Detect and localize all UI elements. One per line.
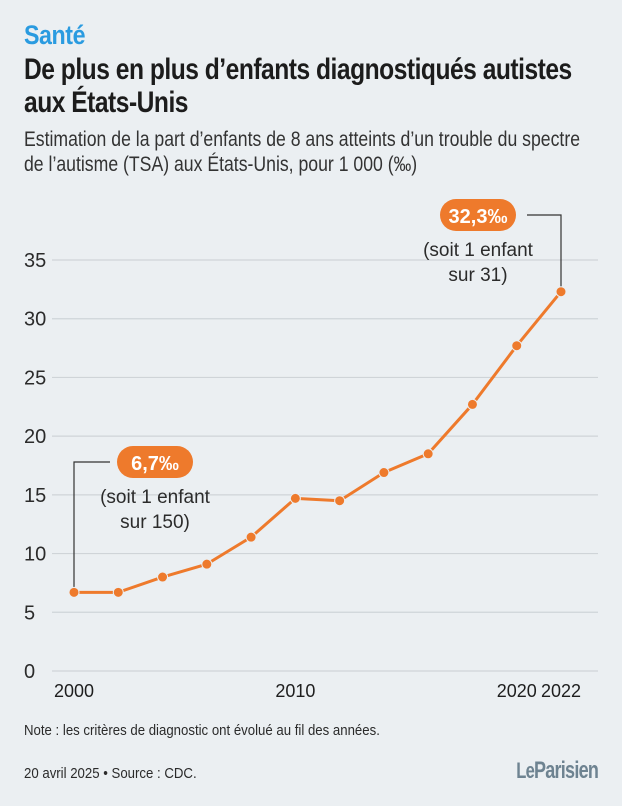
chart-title-line-1: De plus en plus d’enfants diagnostiqués … [24,53,572,86]
logo-parisien: Parisien [533,757,599,784]
y-tick-label-0: 0 [24,661,35,683]
y-tick-label-15: 15 [24,485,46,507]
logo-le: Le [516,758,535,783]
x-tick-label-2000: 2000 [54,681,94,701]
chart-title-line-2: aux États-Unis [24,86,188,119]
data-point-2004 [157,571,169,583]
y-tick-label-5: 5 [24,602,35,624]
data-series [68,286,567,598]
annotation-text-line1-2022: (soit 1 enfant [423,240,534,261]
data-point-2018 [466,398,478,410]
le-parisien-logo: LeParisien [516,757,599,785]
y-tick-label-20: 20 [24,426,46,448]
y-axis-ticks: 0 5 10 15 20 25 30 35 [24,250,46,683]
section-kicker: Santé [24,20,86,50]
annotation-value-2022: 32,3‰ [449,206,508,228]
annotation-text-line2-2022: sur 31) [448,265,507,286]
gridlines [52,259,598,672]
annotation-text-line2-2000: sur 150) [120,512,190,533]
leader-line-2000 [73,461,110,593]
annotation-2022: 32,3‰ (soit 1 enfant sur 31) [423,199,534,286]
x-axis-ticks: 2000 2010 2020 2022 [54,681,581,701]
chart-subtitle: Estimation de la part d’enfants de 8 ans… [24,127,604,177]
date-source: 20 avril 2025 • Source : CDC. [24,765,197,782]
data-point-2014 [378,467,390,479]
data-point-2020 [511,340,523,352]
x-tick-label-2020: 2020 [497,681,537,701]
data-point-2016 [422,448,434,460]
annotation-leaders [73,214,562,593]
data-point-2010 [289,492,301,504]
x-tick-label-2010: 2010 [275,681,315,701]
y-tick-label-35: 35 [24,250,46,272]
chart-title: De plus en plus d’enfants diagnostiqués … [24,53,598,119]
annotation-text-line1-2000: (soit 1 enfant [100,487,211,508]
data-point-2000 [68,586,80,598]
y-tick-label-25: 25 [24,367,46,389]
annotations: 6,7‰ (soit 1 enfant sur 150) 32,3‰ (soit 1 e… [100,199,534,533]
data-point-2002 [112,586,124,598]
chart-subtitle-line-1: Estimation de la part d’enfants de 8 ans… [24,128,581,151]
y-tick-label-10: 10 [24,544,46,566]
chart-note: Note : les critères de diagnostic ont év… [24,722,380,739]
annotation-2000: 6,7‰ (soit 1 enfant sur 150) [100,446,211,533]
annotation-badge-2000 [117,446,193,478]
chart-subtitle-line-2: de l’autisme (TSA) aux États-Unis, pour … [24,153,418,176]
data-point-2006 [201,558,213,570]
annotation-badge-2022 [440,199,516,231]
annotation-value-2000: 6,7‰ [131,453,179,475]
data-point-2022 [555,286,567,298]
data-point-2008 [245,531,257,543]
x-tick-label-2022: 2022 [541,681,581,701]
data-point-2012 [334,495,346,507]
leader-line-2022 [527,214,562,292]
series-line [74,290,563,594]
y-tick-label-30: 30 [24,309,46,331]
